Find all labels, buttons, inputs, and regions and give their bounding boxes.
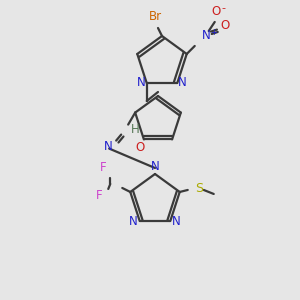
Text: -: -	[222, 3, 226, 13]
Text: Br: Br	[148, 10, 162, 22]
Text: N: N	[137, 76, 146, 88]
Text: O: O	[211, 5, 220, 19]
Text: O: O	[220, 20, 230, 32]
Text: S: S	[195, 182, 203, 196]
Text: O: O	[135, 141, 145, 154]
Text: N: N	[178, 76, 187, 88]
Text: H: H	[131, 123, 140, 136]
Text: N: N	[202, 29, 211, 43]
Text: N: N	[151, 160, 159, 172]
Text: N: N	[129, 214, 138, 227]
Text: N: N	[104, 140, 112, 153]
Text: F: F	[100, 161, 106, 175]
Text: +: +	[210, 28, 217, 38]
Text: F: F	[96, 190, 103, 202]
Text: N: N	[172, 214, 181, 227]
